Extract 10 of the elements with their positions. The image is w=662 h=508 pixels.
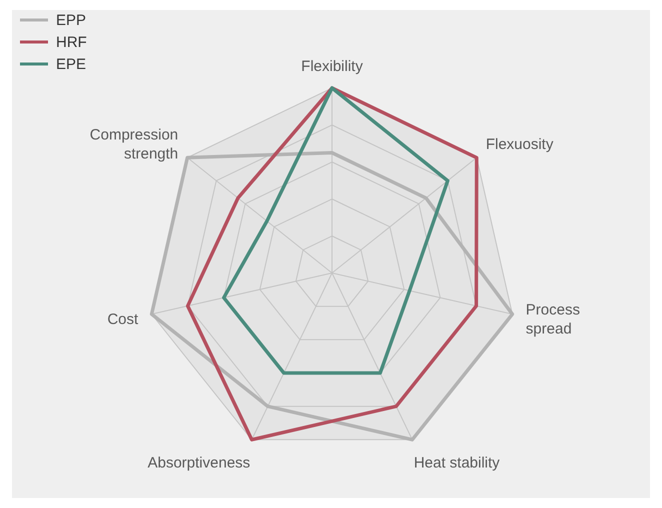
legend-label: EPP: [56, 12, 86, 29]
spoke-label: Heat stability: [414, 454, 500, 472]
spoke-label: Compression strength: [90, 126, 178, 162]
spoke-label: Absorptiveness: [148, 454, 250, 472]
spoke-label: Cost: [107, 311, 140, 328]
legend-label: EPE: [56, 56, 86, 73]
spoke-label: Flexibility: [301, 58, 364, 75]
spoke-label: Flexuosity: [486, 136, 554, 153]
legend-label: HRF: [56, 34, 87, 51]
spoke-label: Process spread: [526, 302, 580, 338]
